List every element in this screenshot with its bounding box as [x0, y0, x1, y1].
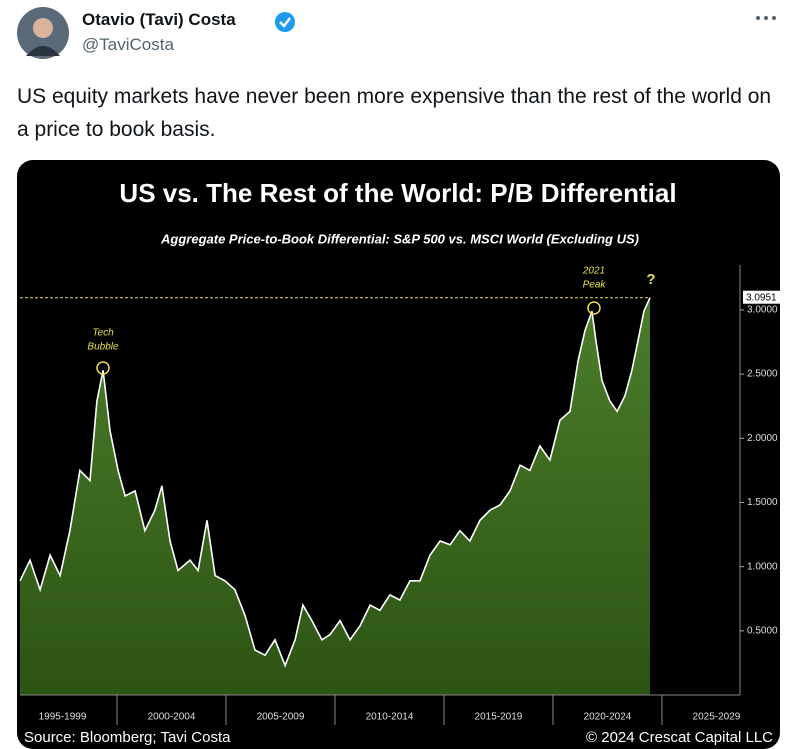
- line: [19, 297, 651, 668]
- last-value-label: 3.0951: [746, 292, 777, 303]
- area: [20, 297, 650, 695]
- chart: US vs. The Rest of the World: P/B Differ…: [17, 160, 780, 749]
- copyright: © 2024 Crescat Capital LLC: [586, 729, 773, 746]
- x-tick-label: 2020-2024: [584, 712, 632, 723]
- x-tick-label: 2015-2019: [475, 712, 523, 723]
- y-tick-label: 2.5000: [747, 369, 778, 380]
- verified-badge: [275, 12, 295, 32]
- avatar[interactable]: [16, 6, 70, 60]
- tweet-text: US equity markets have never been more e…: [17, 85, 772, 141]
- annotation: Tech: [92, 328, 114, 339]
- annotation-circle: [587, 301, 601, 315]
- x-tick-label: 2005-2009: [257, 712, 305, 723]
- x-tick-label: 2010-2014: [366, 712, 414, 723]
- annotation-circle: [96, 361, 110, 375]
- author-handle[interactable]: @TaviCosta: [82, 35, 174, 54]
- x-tick-label: 1995-1999: [39, 712, 87, 723]
- annotation: 2021: [582, 266, 605, 277]
- annotation: ?: [646, 271, 655, 288]
- x-tick-label: 2000-2004: [148, 712, 196, 723]
- y-tick-label: 0.5000: [747, 625, 778, 636]
- x-tick-label: 2025-2029: [693, 712, 741, 723]
- y-tick-label: 2.0000: [747, 433, 778, 444]
- y-tick-label: 1.0000: [747, 561, 778, 572]
- y-tick-label: 1.5000: [747, 497, 778, 508]
- more-menu[interactable]: [752, 10, 780, 26]
- last-value-box: [743, 290, 780, 304]
- y-tick-label: 3.0000: [747, 305, 778, 316]
- annotation: Bubble: [87, 342, 119, 353]
- author-name[interactable]: Otavio (Tavi) Costa: [82, 10, 236, 29]
- chart-title: US vs. The Rest of the World: P/B Differ…: [119, 178, 676, 208]
- chart-subtitle: Aggregate Price-to-Book Differential: S&…: [160, 231, 639, 246]
- source: Source: Bloomberg; Tavi Costa: [24, 729, 231, 746]
- annotation: Peak: [583, 280, 607, 291]
